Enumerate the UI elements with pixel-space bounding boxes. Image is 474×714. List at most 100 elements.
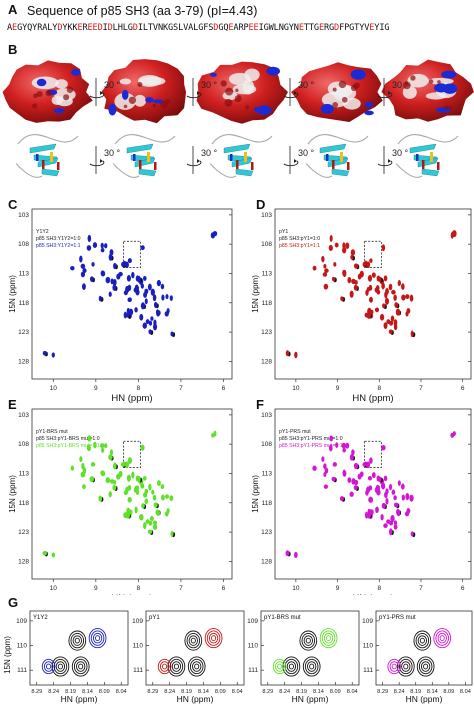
nmr-peak-bound [405,294,410,299]
y-tick-label: 109 [132,618,143,625]
nmr-peak-bound [116,273,121,280]
nmr-peak-bound [323,484,329,489]
nmr-peak-bound [401,483,405,490]
contour-free [78,663,84,670]
nmr-peak-bound [385,497,389,505]
surface-shadow [45,89,53,97]
x-tick-label: 10 [50,385,58,392]
nmr-peak-bound [328,444,333,452]
y-tick-label: 123 [18,529,29,536]
y-tick-label: 123 [18,329,29,336]
nmr-peak-bound [393,294,397,301]
contour-bound [437,632,447,644]
nmr-peak-bound [42,350,47,356]
nmr-peak-bound [100,470,105,476]
surface-positive-patch [266,66,281,76]
y-tick-label: 113 [262,470,273,477]
contour-free [53,658,68,675]
panel-letter: C [8,197,18,212]
y-tick-label: 111 [17,667,27,674]
nmr-peak-bound [128,297,132,303]
nmr-peak-bound [357,273,362,280]
legend-entry: p85 SH3:Y1Y2=1:1 [36,243,81,249]
nmr-peak-bound [51,352,55,358]
ribbon-strand [223,143,251,154]
nmr-peak-bound [170,530,174,537]
surface-shadow [341,96,348,103]
nmr-peak-bound [139,313,144,321]
x-tick-label: 8.24 [279,689,290,695]
nmr-peak-bound [147,529,153,534]
y-tick-label: 103 [18,412,29,419]
nmr-peak-bound [156,309,161,317]
y-tick-label: 113 [19,470,30,477]
nmr-peak-bound [105,276,111,284]
nmr-peak-bound [397,480,401,486]
x-tick-label: 8.09 [215,689,226,695]
nmr-peak-bound [127,457,132,465]
rotation-label: 30 ° [104,148,121,158]
surface-shadow [224,98,233,107]
nmr-peak-bound [369,296,373,303]
nmr-peak-bound [383,475,388,482]
rotation-arrow-icon [186,78,202,106]
contour-bound [206,630,221,646]
legend-entry: p85 SH3:pY1-BRS mut=1:1 [36,443,100,449]
nmr-peak-bound [322,272,328,277]
y-tick-label: 109 [247,618,258,625]
nmr-peak-bound [149,515,154,522]
nmr-peak-bound [369,496,374,503]
nmr-peak-bound [42,550,48,556]
nmr-peak-bound [156,480,161,487]
nmr-peak-bound [161,294,165,301]
surface-shadow [66,86,74,93]
y-tick-label: 128 [18,558,29,565]
nmr-peak-bound [341,442,346,449]
x-tick-label: 8 [377,585,381,592]
nmr-peak-bound [166,308,170,314]
nmr-peak-bound [212,230,218,237]
nmr-peak-bound [406,308,411,314]
contour-bound [435,630,449,646]
surface-shadow [33,93,38,99]
nmr-peak-bound [384,291,388,299]
plot-frame [274,208,472,380]
inset-label: pY1-BRS mut [264,615,301,621]
contour-bound [157,658,172,675]
nmr-peak-bound [144,498,149,505]
nmr-peak-bound [108,491,112,498]
nmr-peak-bound [285,350,290,357]
nmr-peak-bound [381,502,386,509]
nmr-peak-bound [381,282,385,290]
nmr-peak-bound [350,254,354,260]
x-tick-label: 7 [419,385,423,392]
inset-frame [145,610,245,686]
nmr-peak-bound [148,329,152,335]
contour-free [421,661,431,672]
nmr-peak-bound [152,494,157,501]
rotation-label: 30 ° [298,148,315,158]
surface-shadow [437,80,441,84]
surface-model [2,60,93,123]
nmr-peak-bound [166,508,170,514]
nmr-panel-e: E 10 9 8 7 6 103 108 113 118 123 128 HN (ppm) 15N (pp… [8,397,233,595]
contour-bound [204,628,223,649]
residue-stick [430,152,433,162]
contour-bound [389,661,399,672]
surface-model [381,59,474,122]
x-axis-label: HN (ppm) [177,694,214,704]
y-tick-label: 108 [261,241,272,248]
surface-shadow [350,84,358,92]
nmr-peak-bound [137,475,141,483]
nmr-peak-bound [51,552,56,558]
contour-free [286,661,297,672]
y-tick-label: 123 [261,329,272,336]
contour-bound [433,628,452,649]
contour-free [73,658,88,675]
residue-stick [57,162,60,170]
nmr-peak-bound [371,272,376,278]
nmr-peak-bound [353,485,358,491]
nmr-peak-bound [294,351,298,359]
structure-figure: 30 ° 30 ° 30 ° 30 ° 30 ° 30 ° 30 ° 30 ° [2,59,474,178]
contour-free [305,637,311,644]
